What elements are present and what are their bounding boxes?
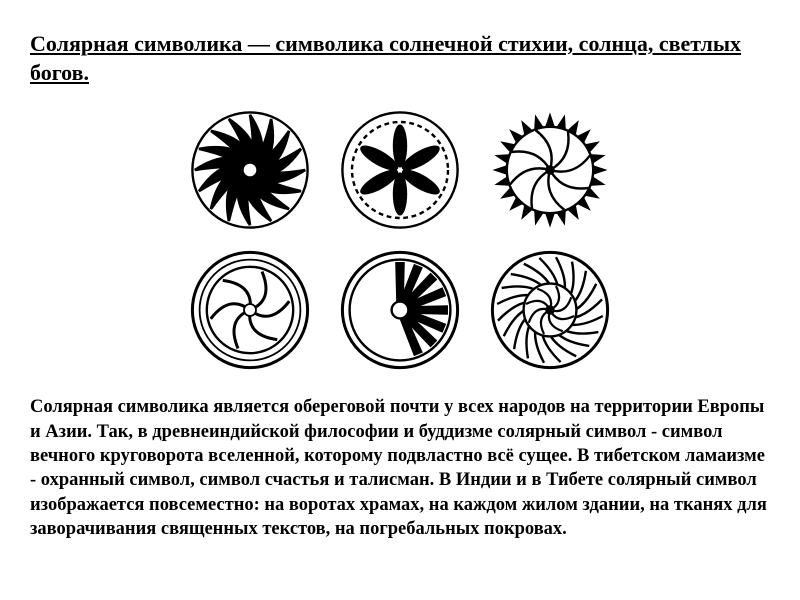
symbols-grid — [30, 105, 770, 375]
symbol-swirl-spiral — [185, 105, 315, 235]
body-text: Солярная символика является обереговой п… — [30, 395, 770, 541]
symbol-six-petal-flower — [335, 105, 465, 235]
page-title: Солярная символика — символика солнечной… — [30, 30, 770, 87]
symbol-ray-wheel — [335, 245, 465, 375]
symbol-nested-swirl — [185, 245, 315, 375]
symbol-concentric-spiral — [485, 245, 615, 375]
symbol-sunburst-swirl — [485, 105, 615, 235]
